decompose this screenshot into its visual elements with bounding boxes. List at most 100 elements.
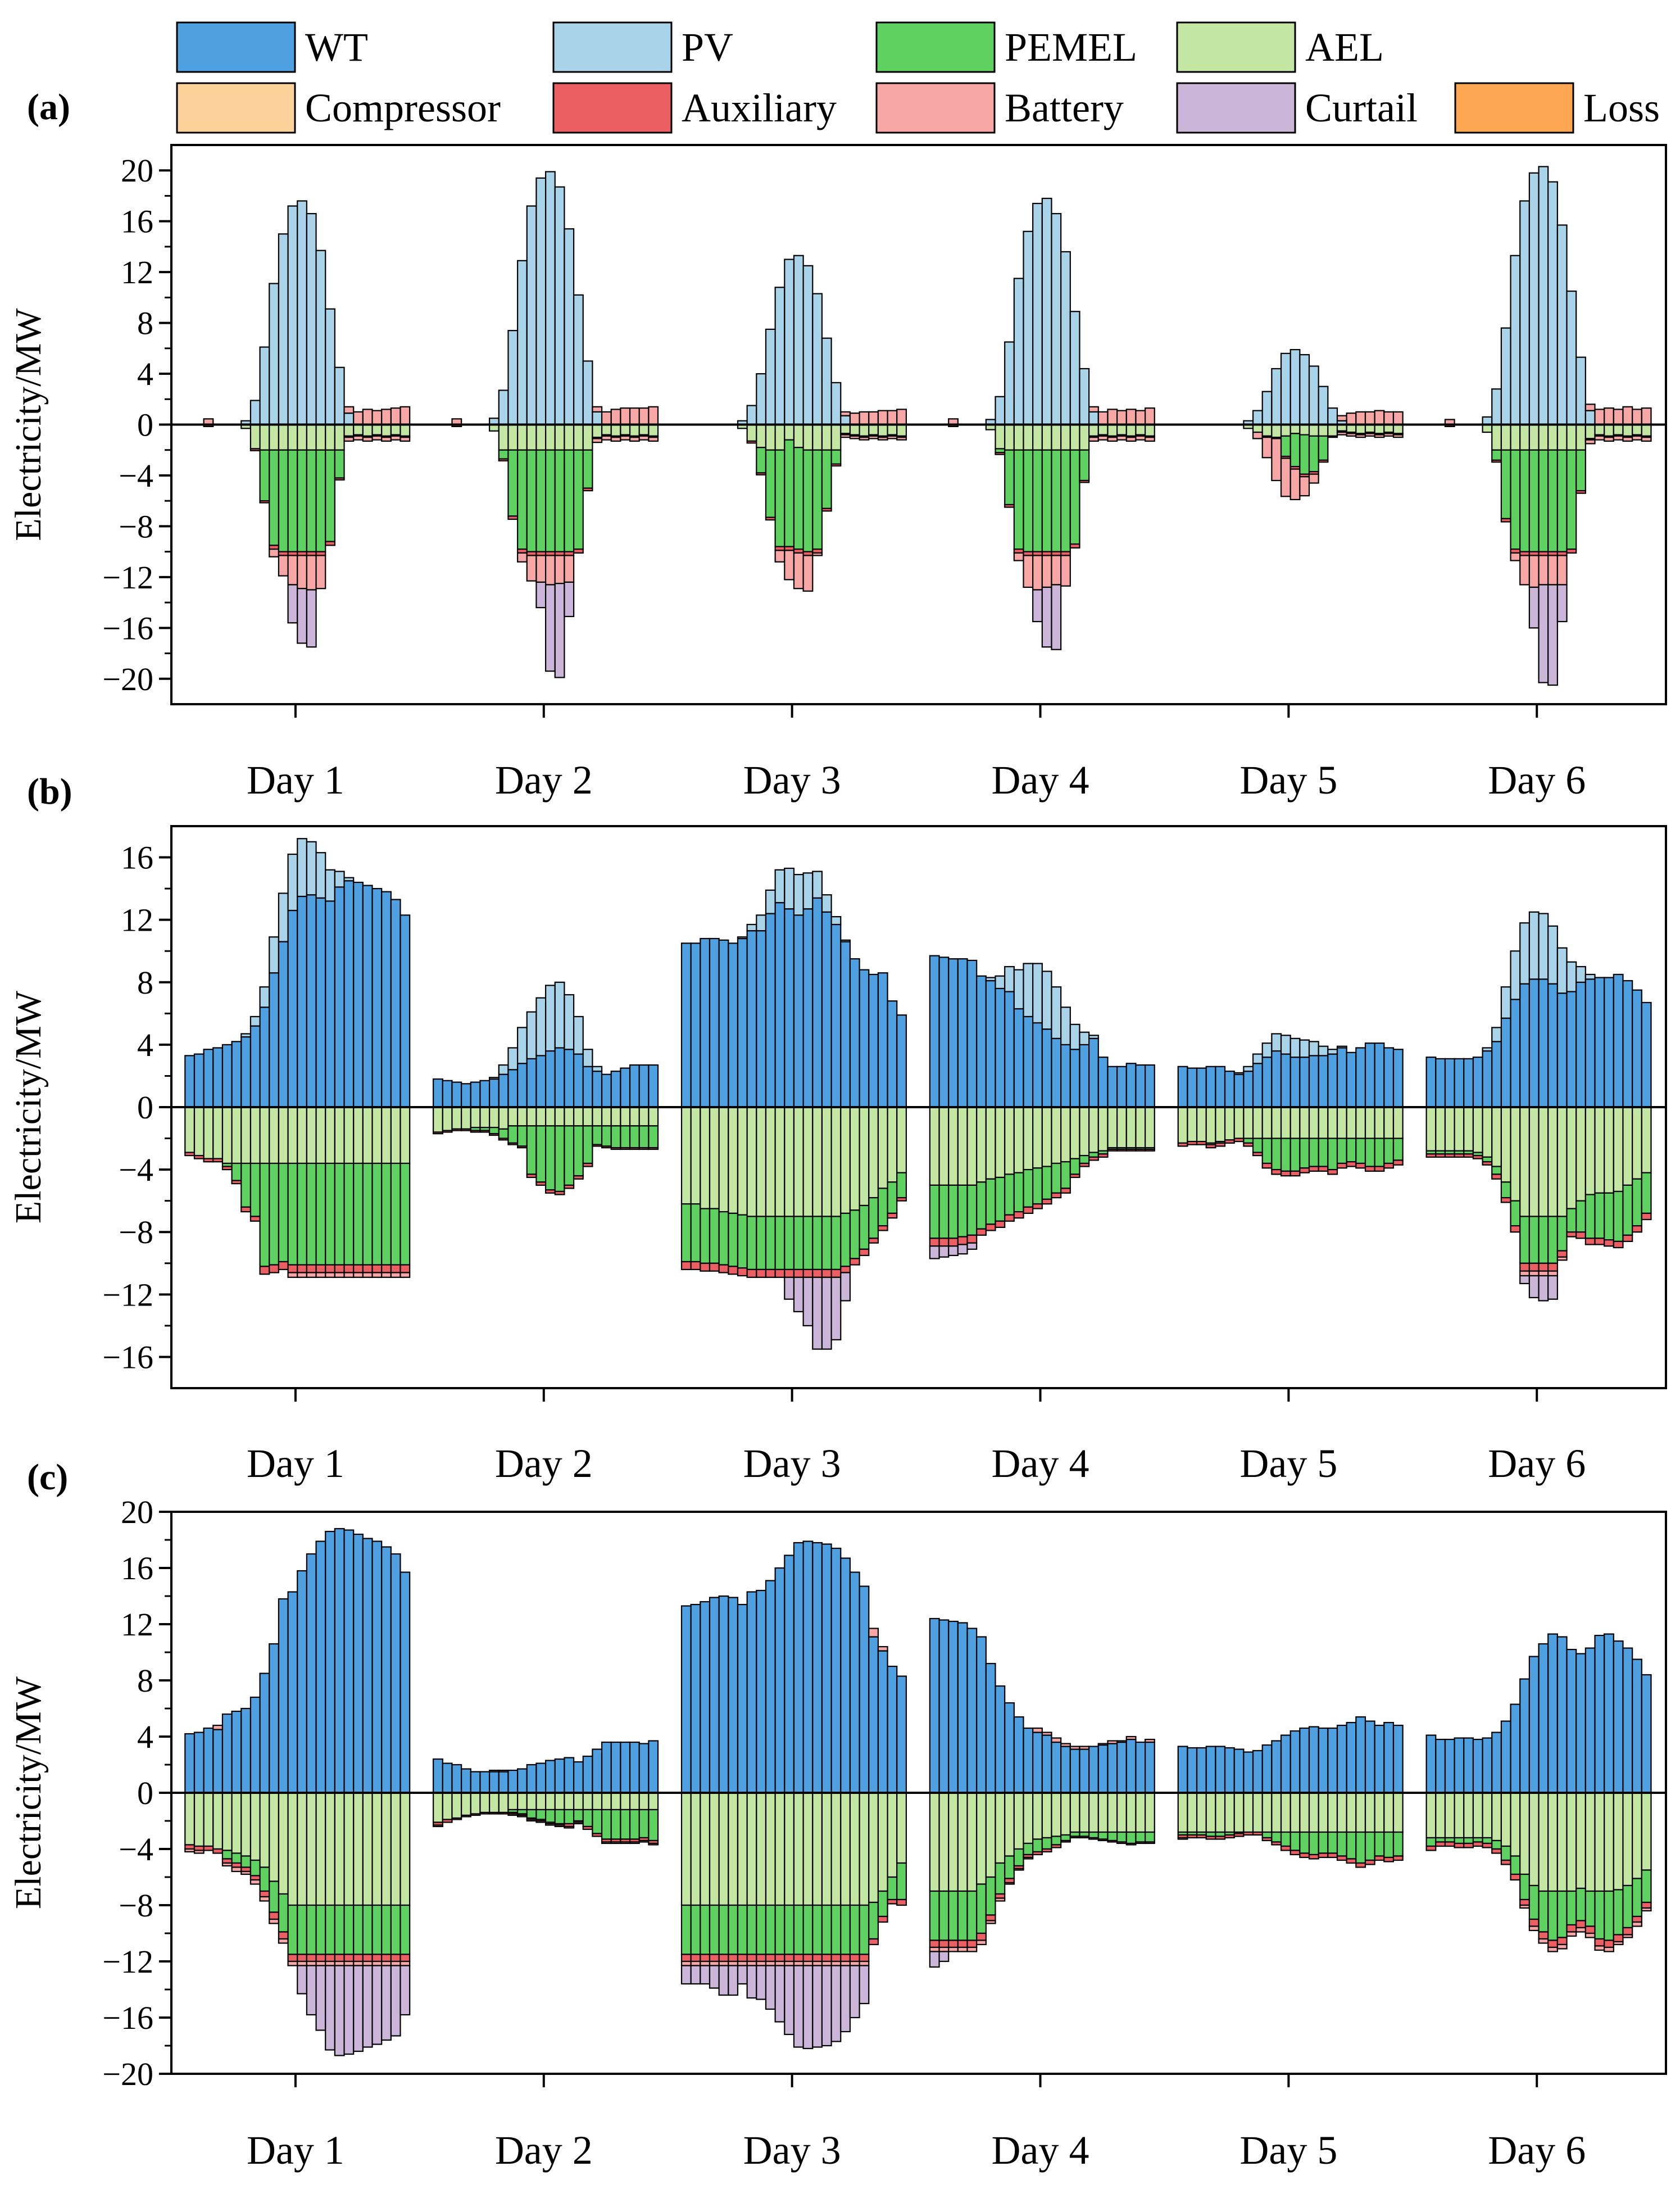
bar-curtail — [390, 1965, 401, 2037]
bar-pemel — [821, 1216, 832, 1270]
bar-wt — [1510, 999, 1521, 1108]
bar-pemel — [1004, 1855, 1015, 1879]
bar-pemel — [371, 1904, 383, 1955]
bar-auxiliary — [1051, 1844, 1062, 1848]
bar-pemel — [1032, 1167, 1043, 1205]
bar-auxiliary — [1060, 1188, 1071, 1194]
bar-wt — [1632, 1658, 1642, 1794]
bar-wt — [802, 1540, 814, 1794]
bar-pemel — [802, 1904, 814, 1955]
bar-batterycharge — [1604, 1946, 1614, 1952]
bar-wt — [1004, 991, 1015, 1108]
bar-auxiliary — [887, 1212, 898, 1219]
bar-pv — [995, 396, 1006, 425]
bar-auxiliary — [1215, 1836, 1226, 1840]
bar-batterycharge — [859, 437, 870, 441]
bar-auxiliary — [1327, 435, 1338, 438]
bar-ael — [948, 1792, 959, 1892]
bar-curtail — [1528, 1275, 1540, 1298]
bar-pemel — [765, 1216, 776, 1270]
bar-battery — [592, 406, 603, 413]
bar-wt — [278, 1598, 289, 1794]
bar-pemel — [1051, 1162, 1062, 1194]
bar-curtail — [297, 1965, 307, 1995]
bar-wt — [1097, 1744, 1109, 1794]
bar-ael — [1584, 424, 1596, 439]
bar-batterycharge — [1355, 434, 1366, 438]
bar-wt — [1435, 1058, 1446, 1108]
bar-pemel — [343, 1904, 355, 1955]
bar-battery — [381, 409, 392, 425]
bar-auxiliary — [1566, 549, 1577, 554]
bar-batterycharge — [231, 1866, 242, 1873]
bar-pemel — [1088, 1152, 1099, 1158]
bar-pemel — [1041, 1166, 1052, 1200]
legend-label-compressor: Compressor — [305, 85, 501, 130]
bar-battery — [1584, 404, 1596, 411]
bar-ael — [306, 1106, 317, 1164]
bar-wt — [700, 937, 711, 1108]
bar-ael — [498, 1106, 509, 1130]
bar-pemel — [1556, 1216, 1568, 1252]
bar-auxiliary — [1318, 459, 1329, 463]
bar-curtail — [737, 1965, 748, 1985]
bar-ael — [620, 424, 631, 436]
bar-auxiliary — [1215, 1142, 1226, 1147]
bar-auxiliary — [1355, 1162, 1366, 1169]
bar-pv — [297, 200, 307, 425]
bar-pv — [1243, 1066, 1254, 1072]
bar-ael — [592, 1792, 603, 1811]
bar-pemel — [526, 1125, 537, 1175]
bar-batterycharge — [249, 1879, 261, 1885]
bar-batterycharge — [1547, 555, 1558, 586]
bar-pemel — [507, 1125, 519, 1144]
bar-pv — [746, 923, 757, 932]
bar-auxiliary — [877, 1915, 888, 1923]
bar-auxiliary — [325, 1264, 335, 1273]
bar-pv — [1069, 1023, 1080, 1050]
bar-wt — [1594, 1634, 1605, 1794]
bar-pv — [1289, 348, 1301, 425]
bar-pemel — [756, 447, 767, 474]
bar-ael — [1604, 1792, 1614, 1892]
bar-pv — [517, 1027, 528, 1064]
bar-wt — [353, 1533, 364, 1794]
bar-wt — [830, 1547, 842, 1794]
bar-curtail — [700, 1965, 711, 1985]
bar-wt — [390, 899, 401, 1108]
bar-auxiliary — [240, 1206, 252, 1213]
bar-ael — [240, 1106, 252, 1164]
bar-ael — [718, 1106, 729, 1213]
bar-ael — [287, 1792, 298, 1906]
x-tick-label: Day 6 — [1488, 1441, 1586, 1486]
bar-pemel — [1604, 1192, 1614, 1241]
bar-wt — [1243, 1071, 1254, 1108]
bar-pv — [1299, 354, 1310, 425]
bar-pv — [1032, 202, 1043, 425]
bar-wt — [1547, 983, 1558, 1108]
bar-ael — [1575, 1792, 1586, 1889]
bar-batterycharge — [638, 435, 650, 441]
bar-batterycharge — [737, 1960, 748, 1966]
bar-wt — [1060, 1044, 1071, 1108]
bar-batterycharge — [629, 1841, 640, 1844]
bar-pemel — [1519, 1873, 1530, 1901]
bar-pv — [1280, 352, 1291, 425]
bar-battery — [1613, 409, 1624, 425]
bar-ael — [1482, 1106, 1493, 1158]
bar-pemel — [544, 449, 556, 552]
bar-wt — [287, 909, 298, 1108]
bar-pemel — [1547, 1216, 1558, 1264]
bar-ael — [700, 1106, 711, 1209]
bar-battery — [498, 1769, 509, 1773]
bar-batterycharge — [718, 1960, 729, 1966]
bar-auxiliary — [1364, 1166, 1375, 1172]
bar-wt — [1556, 992, 1568, 1108]
bar-pemel — [231, 1852, 242, 1864]
bar-ael — [517, 1106, 528, 1127]
bar-pemel — [259, 1162, 270, 1267]
bar-auxiliary — [1097, 1838, 1109, 1842]
bar-auxiliary — [802, 1268, 814, 1278]
bar-pv — [1271, 368, 1282, 425]
bar-auxiliary — [868, 1938, 879, 1946]
